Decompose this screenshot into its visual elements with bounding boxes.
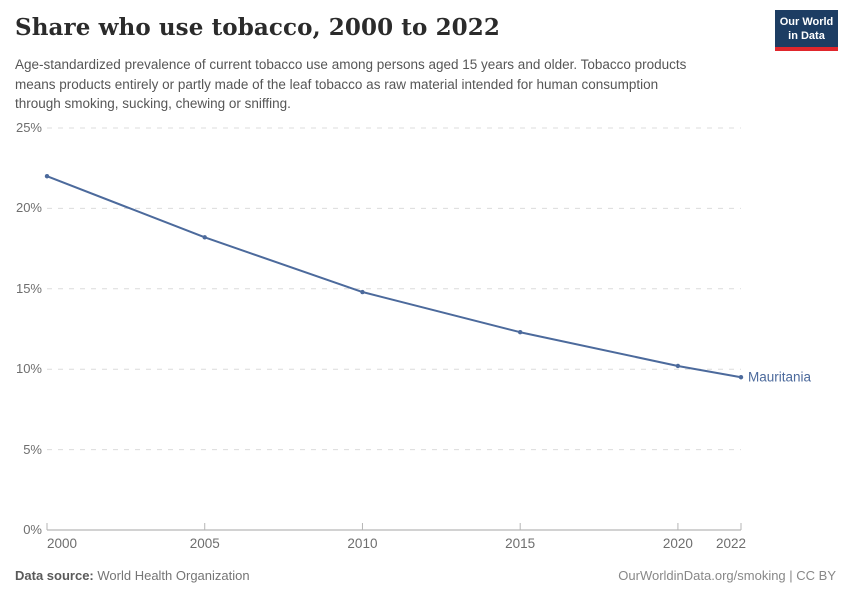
data-source: Data source: World Health Organization [15, 568, 250, 583]
data-point[interactable] [517, 330, 523, 335]
data-source-label: Data source: [15, 568, 94, 583]
x-axis-tick-label: 2022 [715, 536, 746, 551]
owid-logo-line1: Our World [779, 16, 834, 28]
series-label-mauritania[interactable]: Mauritania [748, 369, 812, 385]
x-axis-tick-label: 2015 [505, 536, 536, 551]
data-point[interactable] [738, 375, 744, 380]
data-point[interactable] [675, 363, 681, 369]
x-axis-tick-label: 2000 [47, 536, 78, 551]
chart-subtitle: Age-standardized prevalence of current t… [15, 57, 687, 111]
chart-footer: Data source: World Health Organization O… [15, 568, 836, 583]
y-axis-tick-label: 20% [15, 200, 42, 216]
page-title: Share who use tobacco, 2000 to 2022 [15, 14, 500, 41]
data-point[interactable] [360, 289, 365, 295]
owid-logo[interactable]: Our World in Data [775, 10, 838, 51]
y-axis-tick-label: 25% [15, 120, 42, 136]
y-axis-tick-label: 5% [23, 441, 42, 457]
series-line-mauritania[interactable] [46, 175, 742, 379]
owid-logo-line2: in Data [788, 30, 825, 42]
x-axis-tick-label: 2020 [662, 536, 693, 551]
x-axis-tick-label: 2005 [189, 536, 220, 551]
y-axis-tick-label: 0% [23, 522, 42, 538]
attribution: OurWorldinData.org/smoking | CC BY [618, 568, 836, 583]
data-point[interactable] [44, 174, 50, 179]
data-source-value: World Health Organization [97, 568, 250, 583]
data-point[interactable] [202, 235, 207, 240]
y-axis-tick-label: 10% [15, 361, 42, 377]
y-axis-tick-label: 15% [15, 280, 42, 296]
x-axis-tick-label: 2010 [347, 536, 378, 551]
